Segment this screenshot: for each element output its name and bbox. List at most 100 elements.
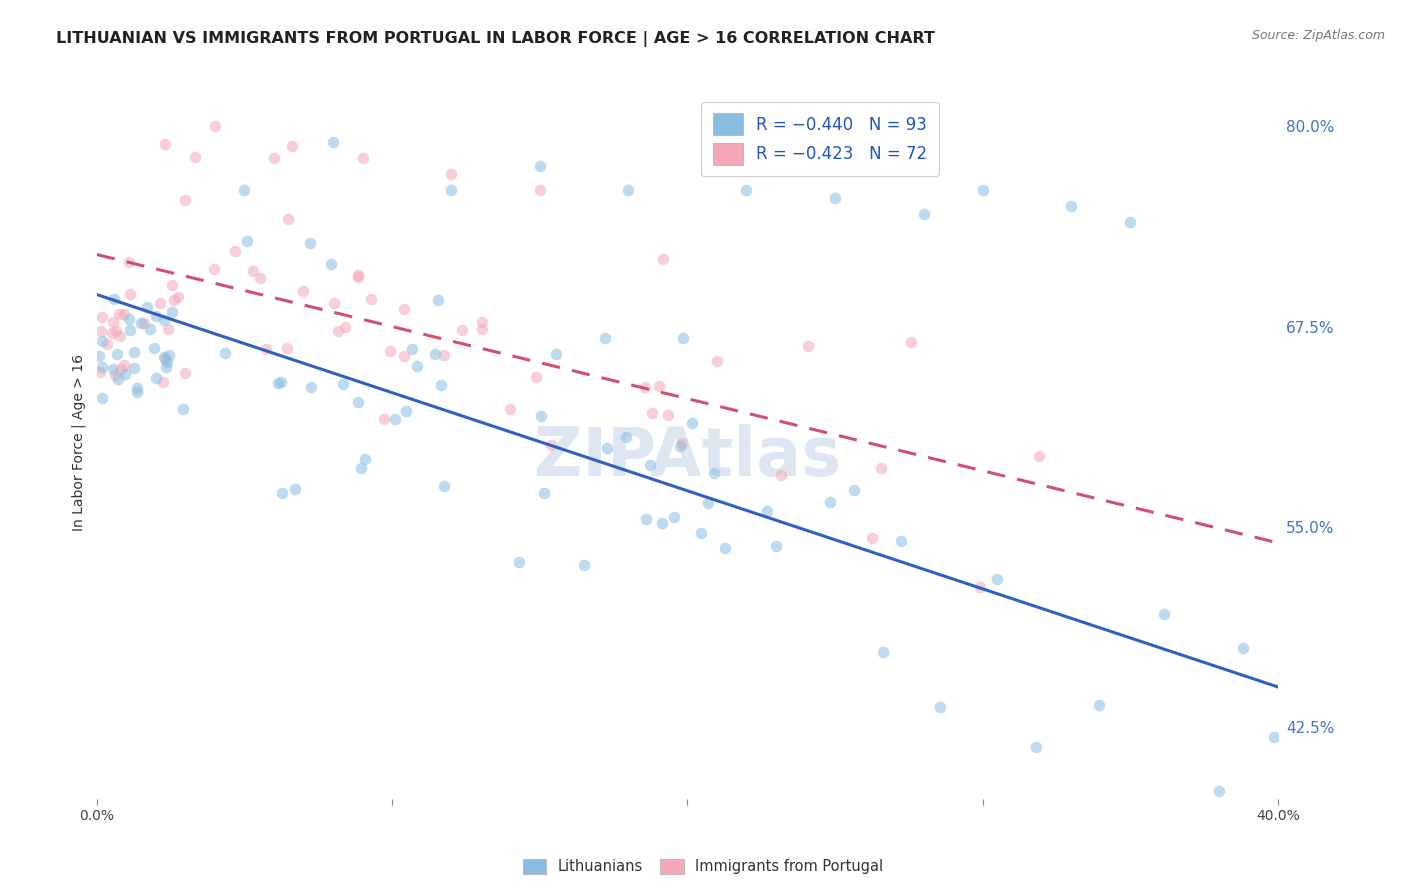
- Point: [1232, 641, 1254, 656]
- Point: [360, 292, 382, 306]
- Point: [277, 211, 299, 226]
- Point: [651, 516, 673, 530]
- Point: [969, 580, 991, 594]
- Point: [110, 329, 132, 343]
- Point: [160, 304, 183, 318]
- Point: [322, 296, 344, 310]
- Point: [242, 264, 264, 278]
- Point: [280, 138, 302, 153]
- Point: [870, 460, 893, 475]
- Point: [529, 160, 551, 174]
- Point: [263, 152, 285, 166]
- Point: [533, 486, 555, 500]
- Point: [96, 337, 118, 351]
- Point: [818, 495, 841, 509]
- Point: [546, 347, 568, 361]
- Point: [471, 315, 494, 329]
- Point: [672, 331, 695, 345]
- Point: [540, 438, 562, 452]
- Point: [641, 406, 664, 420]
- Point: [162, 293, 184, 308]
- Point: [173, 193, 195, 207]
- Point: [101, 362, 124, 376]
- Point: [572, 558, 595, 572]
- Point: [249, 271, 271, 285]
- Point: [276, 341, 298, 355]
- Point: [471, 322, 494, 336]
- Point: [614, 430, 637, 444]
- Point: [270, 375, 292, 389]
- Point: [319, 257, 342, 271]
- Point: [1088, 698, 1111, 713]
- Legend: Lithuanians, Immigrants from Portugal: Lithuanians, Immigrants from Portugal: [517, 853, 889, 880]
- Point: [112, 358, 135, 372]
- Point: [143, 341, 166, 355]
- Point: [347, 269, 370, 284]
- Point: [172, 402, 194, 417]
- Point: [224, 244, 246, 258]
- Point: [648, 379, 671, 393]
- Point: [530, 409, 553, 423]
- Legend: R = −0.440   N = 93, R = −0.423   N = 72: R = −0.440 N = 93, R = −0.423 N = 72: [702, 102, 939, 177]
- Point: [153, 137, 176, 152]
- Point: [373, 412, 395, 426]
- Point: [90, 324, 112, 338]
- Point: [346, 394, 368, 409]
- Point: [657, 409, 679, 423]
- Point: [91, 391, 114, 405]
- Point: [671, 436, 693, 450]
- Point: [90, 310, 112, 325]
- Point: [167, 290, 190, 304]
- Point: [669, 438, 692, 452]
- Point: [900, 335, 922, 350]
- Point: [333, 320, 356, 334]
- Point: [770, 467, 793, 482]
- Point: [352, 152, 374, 166]
- Point: [155, 360, 177, 375]
- Point: [89, 366, 111, 380]
- Point: [156, 355, 179, 369]
- Point: [697, 496, 720, 510]
- Point: [596, 441, 619, 455]
- Point: [136, 301, 159, 315]
- Point: [299, 380, 322, 394]
- Point: [112, 307, 135, 321]
- Point: [114, 368, 136, 382]
- Point: [145, 371, 167, 385]
- Text: LITHUANIAN VS IMMIGRANTS FROM PORTUGAL IN LABOR FORCE | AGE > 16 CORRELATION CHA: LITHUANIAN VS IMMIGRANTS FROM PORTUGAL I…: [56, 31, 935, 47]
- Point: [433, 479, 456, 493]
- Point: [433, 348, 456, 362]
- Point: [928, 699, 950, 714]
- Point: [499, 401, 522, 416]
- Point: [634, 380, 657, 394]
- Point: [103, 368, 125, 383]
- Point: [593, 330, 616, 344]
- Point: [103, 292, 125, 306]
- Point: [87, 349, 110, 363]
- Point: [328, 324, 350, 338]
- Point: [153, 350, 176, 364]
- Point: [139, 322, 162, 336]
- Point: [202, 261, 225, 276]
- Point: [153, 312, 176, 326]
- Point: [765, 539, 787, 553]
- Point: [145, 309, 167, 323]
- Point: [254, 342, 277, 356]
- Point: [706, 354, 728, 368]
- Point: [681, 416, 703, 430]
- Point: [735, 184, 758, 198]
- Point: [184, 150, 207, 164]
- Point: [132, 316, 155, 330]
- Point: [714, 541, 737, 555]
- Point: [100, 326, 122, 340]
- Point: [129, 316, 152, 330]
- Point: [104, 324, 127, 338]
- Point: [125, 381, 148, 395]
- Point: [427, 293, 450, 307]
- Point: [152, 375, 174, 389]
- Point: [430, 378, 453, 392]
- Point: [797, 339, 820, 353]
- Point: [392, 349, 415, 363]
- Point: [664, 509, 686, 524]
- Point: [204, 120, 226, 134]
